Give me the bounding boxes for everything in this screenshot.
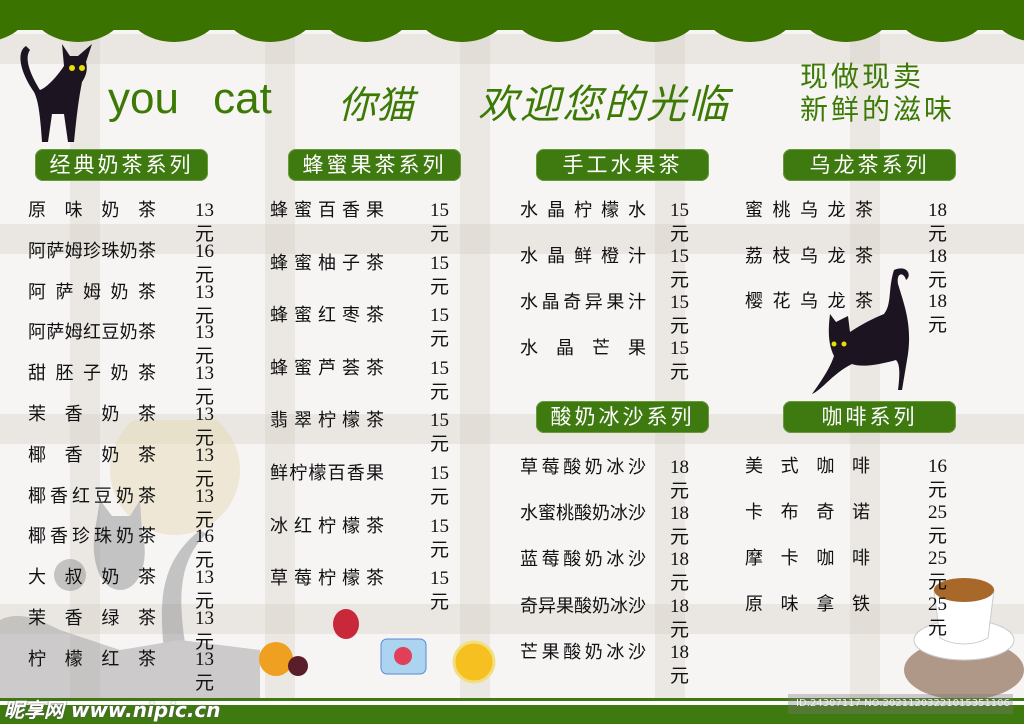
image-id: ID:24307117 NO:20211203221015351106 <box>788 694 1013 714</box>
menu-item-name: 蓝莓酸奶冰沙 <box>520 549 646 571</box>
menu-item-name: 茉香奶茶 <box>28 404 156 425</box>
lemon-slice-icon <box>452 640 496 684</box>
menu-item-price: 25元 <box>928 548 948 593</box>
menu-item-name: 原味奶茶 <box>28 200 156 221</box>
menu-item-price: 18元 <box>670 503 690 549</box>
menu-item-price: 18元 <box>670 549 690 595</box>
coffee-cup-icon <box>904 578 1024 700</box>
menu-item-name: 水蜜桃酸奶冰沙 <box>520 503 646 525</box>
menu-item-price: 18元 <box>928 245 948 291</box>
menu-item-name: 阿萨姆奶茶 <box>28 281 156 303</box>
menu-item-name: 鲜柠檬百香果 <box>270 463 384 484</box>
welcome-text: 欢迎您的光临 <box>478 82 730 128</box>
menu-item-price: 25元 <box>928 502 948 547</box>
menu-item-price: 18元 <box>928 291 948 336</box>
menu-item-price: 15元 <box>430 200 450 245</box>
menu-item-name: 奇异果酸奶冰沙 <box>520 595 646 617</box>
menu-item-name: 荔枝乌龙茶 <box>745 245 873 267</box>
menu-item-price: 13元 <box>195 322 215 368</box>
menu-item-price: 16元 <box>195 240 215 286</box>
menu-item-price: 15元 <box>430 252 450 298</box>
menu-item-price: 15元 <box>430 410 450 456</box>
menu-item-price: 18元 <box>670 595 690 641</box>
menu-item-price: 13元 <box>195 444 215 490</box>
menu-item-price: 13元 <box>195 200 215 245</box>
menu-item-price: 15元 <box>670 338 690 383</box>
menu-item-price: 13元 <box>195 363 215 409</box>
menu-item-name: 水晶奇异果汁 <box>520 292 646 313</box>
menu-item-name: 柠檬红茶 <box>28 648 156 670</box>
menu-item-name: 椰香红豆奶茶 <box>28 485 156 507</box>
menu-item-name: 水晶柠檬水 <box>520 200 646 221</box>
menu-item-price: 13元 <box>195 485 215 531</box>
menu-item-name: 甜胚子奶茶 <box>28 363 156 385</box>
menu-item-name: 草莓酸奶冰沙 <box>520 457 646 478</box>
menu-item-name: 翡翠柠檬茶 <box>270 410 384 432</box>
menu-item-price: 13元 <box>195 404 215 449</box>
black-cat-icon <box>20 44 93 142</box>
menu-item-name: 原味拿铁 <box>745 594 870 615</box>
menu-item-price: 13元 <box>195 567 215 613</box>
menu-item-name: 水晶鲜橙汁 <box>520 246 646 267</box>
menu-item-name: 卡布奇诺 <box>745 502 870 523</box>
section-header: 蜂蜜果茶系列 <box>288 149 461 181</box>
menu-item-name: 椰香珍珠奶茶 <box>28 526 156 548</box>
menu-item-name: 蜂蜜百香果 <box>270 200 384 221</box>
menu-item-name: 美式咖啡 <box>745 456 870 477</box>
menu-item-name: 蜂蜜芦荟茶 <box>270 357 384 379</box>
section-header: 手工水果茶 <box>536 149 709 181</box>
menu-item-name: 芒果酸奶冰沙 <box>520 641 646 663</box>
menu-item-price: 18元 <box>928 200 948 245</box>
menu-item-price: 13元 <box>195 281 215 327</box>
menu-item-price: 15元 <box>670 292 690 337</box>
section-header: 乌龙茶系列 <box>783 149 956 181</box>
slogan: 现做现卖 新鲜的滋味 <box>800 60 955 126</box>
slogan-line-2: 新鲜的滋味 <box>800 93 956 126</box>
menu-item-name: 蜂蜜柚子茶 <box>270 252 384 274</box>
menu-item-price: 15元 <box>430 463 450 508</box>
section-header: 经典奶茶系列 <box>35 149 208 181</box>
menu-item-name: 茉香绿茶 <box>28 608 156 629</box>
menu-item-price: 25元 <box>928 594 948 639</box>
moon-tree-owl-cat-silhouette <box>0 420 260 700</box>
menu-item-name: 摩卡咖啡 <box>745 548 870 569</box>
menu-item-price: 13元 <box>195 608 215 653</box>
menu-item-name: 樱花乌龙茶 <box>745 291 873 312</box>
brand-english: you cat <box>108 74 272 123</box>
watermark: 昵享网 www.nipic.cn <box>4 698 221 722</box>
mango-icon <box>259 642 293 676</box>
menu-item-name: 大叔奶茶 <box>28 567 156 589</box>
menu-item-price: 16元 <box>928 456 948 501</box>
menu-item-price: 13元 <box>195 648 215 694</box>
fruit-decorations <box>259 609 496 684</box>
menu-item-name: 冰红柠檬茶 <box>270 515 384 537</box>
menu-item-name: 蜂蜜红枣茶 <box>270 305 384 327</box>
bottom-bar <box>0 701 1024 724</box>
strawberry-icon <box>333 609 359 639</box>
menu-item-price: 15元 <box>670 246 690 291</box>
menu-item-name: 草莓柠檬茶 <box>270 568 384 590</box>
awning-scallops <box>0 18 1024 46</box>
menu-item-name: 阿萨姆珍珠奶茶 <box>28 240 156 262</box>
menu-item-price: 18元 <box>670 457 690 502</box>
section-header: 酸奶冰沙系列 <box>536 401 709 433</box>
menu-item-name: 阿萨姆红豆奶茶 <box>28 322 156 344</box>
menu-item-price: 15元 <box>430 305 450 351</box>
menu-item-price: 18元 <box>670 641 690 687</box>
menu-item-name: 椰香奶茶 <box>28 444 156 466</box>
menu-item-price: 15元 <box>670 200 690 245</box>
menu-item-name: 蜜桃乌龙茶 <box>745 200 873 221</box>
menu-item-price: 15元 <box>430 357 450 403</box>
slogan-line-1: 现做现卖 <box>800 60 925 93</box>
section-header: 咖啡系列 <box>783 401 956 433</box>
grapes-icon <box>288 656 308 676</box>
menu-item-price: 16元 <box>195 526 215 572</box>
brand-chinese: 你猫 <box>338 83 415 127</box>
menu-item-name: 水晶芒果 <box>520 338 646 359</box>
menu-item-price: 15元 <box>430 515 450 561</box>
menu-item-price: 15元 <box>430 568 450 614</box>
stretching-cat-icon <box>812 268 910 394</box>
